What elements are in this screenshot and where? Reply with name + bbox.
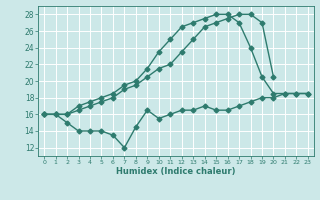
X-axis label: Humidex (Indice chaleur): Humidex (Indice chaleur) [116, 167, 236, 176]
